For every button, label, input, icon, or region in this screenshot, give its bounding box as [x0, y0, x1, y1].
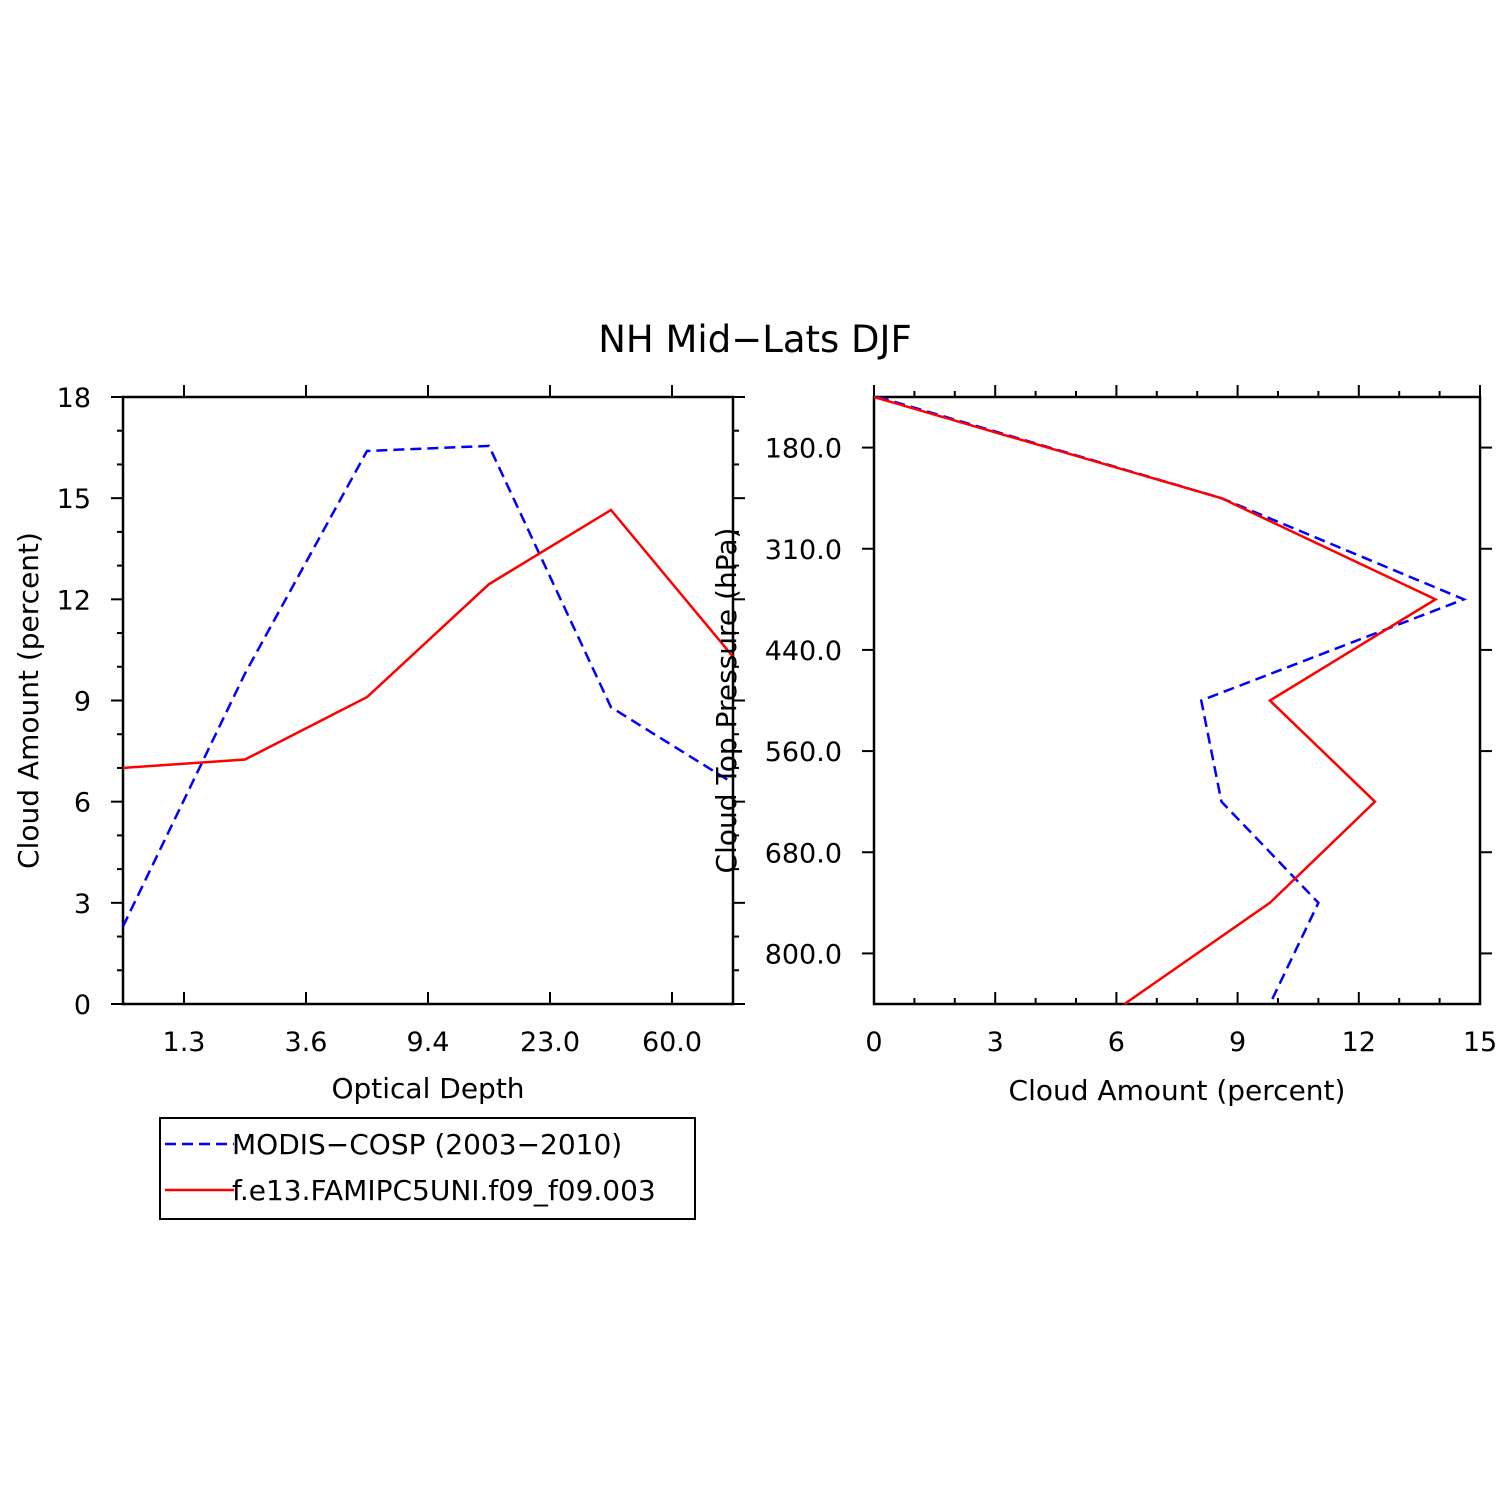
right-series-line-modis — [877, 395, 1468, 1005]
right-x-tick-label: 0 — [865, 1027, 882, 1058]
right-x-tick-label: 6 — [1108, 1027, 1125, 1058]
legend-box — [159, 1117, 696, 1220]
right-plot-frame — [872, 395, 1482, 1006]
right-series-line-model — [873, 395, 1439, 1006]
legend-label-modis: MODIS−COSP (2003−2010) — [232, 1128, 622, 1161]
left-panel: 1.3 3.6 9.4 23.0 60.0 0 3 6 9 12 15 18 Optical Depth… — [12, 383, 745, 1105]
left-y-tick-label: 15 — [57, 484, 91, 515]
right-y-axis-title: Cloud Top Pressure (hPa) — [710, 528, 743, 874]
left-series-line-model — [122, 508, 734, 770]
left-y-tick-label: 18 — [57, 383, 91, 414]
left-x-tick-label: 23.0 — [520, 1027, 580, 1058]
right-y-tick-label: 440.0 — [765, 636, 842, 667]
right-x-axis-title: Cloud Amount (percent) — [1009, 1074, 1346, 1107]
left-x-tick-label: 3.6 — [285, 1027, 328, 1058]
right-x-tick-label: 15 — [1463, 1027, 1497, 1058]
right-y-tick-label: 680.0 — [765, 838, 842, 869]
legend: MODIS−COSP (2003−2010) f.e13.FAMIPC5UNI.… — [159, 1117, 696, 1220]
left-plot-frame — [121, 395, 735, 1006]
right-x-tick-label: 3 — [987, 1027, 1004, 1058]
right-y-tick-label: 800.0 — [765, 939, 842, 970]
left-x-tick-label: 9.4 — [407, 1027, 450, 1058]
left-y-tick-label: 0 — [74, 990, 91, 1021]
left-x-tick-label: 60.0 — [642, 1027, 702, 1058]
right-x-tick-label: 12 — [1342, 1027, 1376, 1058]
left-y-tick-label: 6 — [74, 788, 91, 819]
right-y-tick-label: 180.0 — [765, 434, 842, 465]
chart-title: NH Mid−Lats DJF — [598, 318, 911, 361]
left-y-tick-label: 9 — [74, 687, 91, 718]
left-x-tick-label: 1.3 — [163, 1027, 206, 1058]
left-x-axis-title: Optical Depth — [331, 1072, 524, 1105]
right-x-tick-label: 9 — [1229, 1027, 1246, 1058]
left-y-axis-title: Cloud Amount (percent) — [12, 532, 45, 869]
right-y-tick-label: 310.0 — [765, 535, 842, 566]
left-y-tick-label: 12 — [57, 585, 91, 616]
right-y-tick-label: 560.0 — [765, 737, 842, 768]
left-series-line-modis — [121, 444, 734, 927]
legend-label-model: f.e13.FAMIPC5UNI.f09_f09.003 — [232, 1174, 656, 1207]
right-panel: 0 3 6 9 12 15 180.0 310.0 440.0 560.0 680.0 800.0 Cl… — [710, 385, 1497, 1107]
left-y-tick-label: 3 — [74, 889, 91, 920]
